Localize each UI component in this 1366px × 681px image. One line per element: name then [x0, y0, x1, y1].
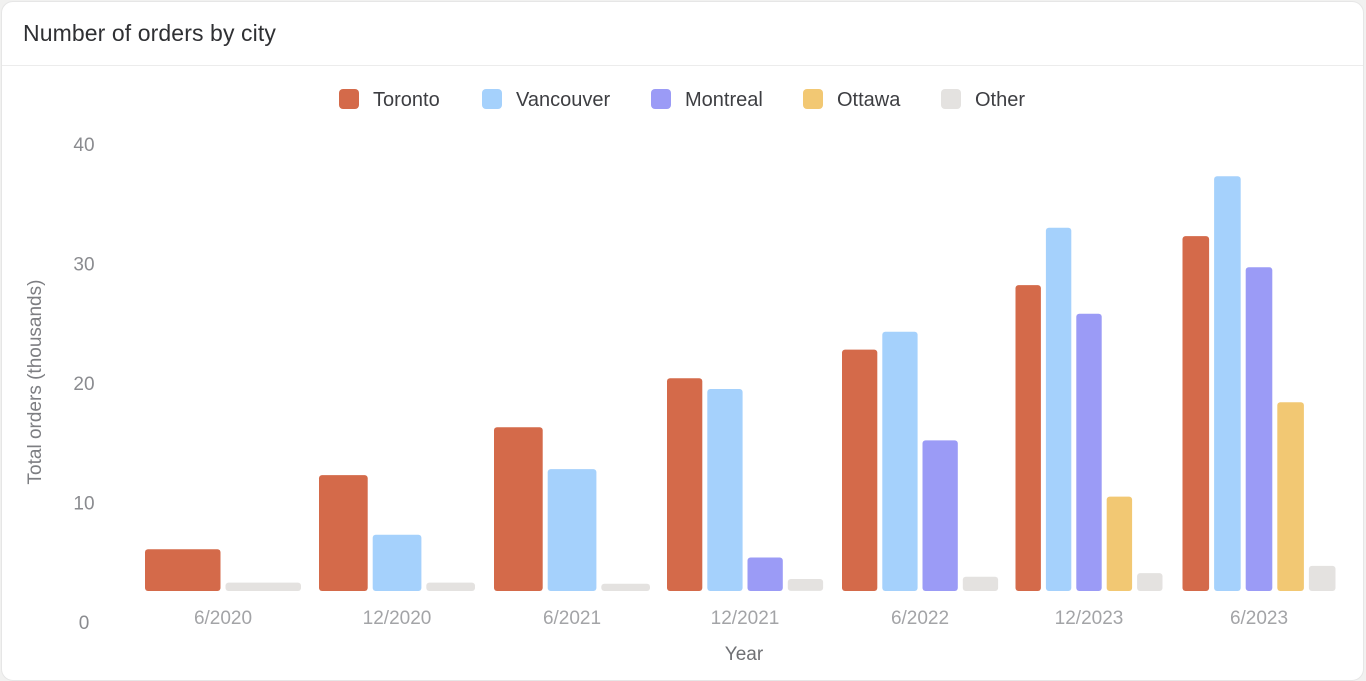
y-tick-label: 30 — [73, 255, 94, 276]
bar-montreal-12-2021[interactable] — [747, 557, 783, 592]
bar-vancouver-6-2022[interactable] — [882, 331, 918, 591]
bar-vancouver-12-2020[interactable] — [372, 534, 422, 591]
bar-vancouver-12-2023[interactable] — [1045, 227, 1072, 591]
x-tick-label: 12/2023 — [1055, 608, 1124, 629]
bar-toronto-12-2023[interactable] — [1015, 285, 1041, 591]
bar-other-6-2023[interactable] — [1308, 565, 1336, 591]
x-tick-label: 6/2023 — [1230, 608, 1288, 629]
legend-item-other[interactable]: Other — [941, 89, 1025, 111]
bar-other-6-2021[interactable] — [601, 583, 650, 591]
y-tick-label: 0 — [79, 613, 90, 634]
bar-other-12-2023[interactable] — [1137, 573, 1163, 591]
card-header: Number of orders by city — [2, 2, 1363, 66]
y-axis: 0 10 20 30 40 — [73, 135, 94, 634]
bar-group-12-2020 — [319, 475, 475, 591]
y-tick-label: 20 — [73, 374, 94, 395]
bar-vancouver-6-2021[interactable] — [547, 469, 597, 591]
x-tick-label: 6/2020 — [194, 608, 252, 629]
legend-swatch-toronto — [339, 89, 359, 109]
bar-group-6-2022 — [842, 331, 999, 591]
x-axis: 6/2020 12/2020 6/2021 12/2021 6/2022 12/2023 6… — [194, 608, 1288, 629]
legend-label-vancouver: Vancouver — [516, 89, 610, 111]
bar-toronto-6-2023[interactable] — [1182, 236, 1210, 591]
bar-montreal-6-2023[interactable] — [1245, 267, 1273, 591]
bar-ottawa-6-2023[interactable] — [1277, 402, 1304, 591]
bar-group-6-2020 — [145, 549, 301, 591]
legend-swatch-ottawa — [803, 89, 823, 109]
bar-toronto-6-2021[interactable] — [494, 427, 543, 591]
legend-swatch-montreal — [651, 89, 671, 109]
bars — [145, 176, 1336, 592]
chart-legend: Toronto Vancouver Montreal Ottawa Other — [339, 89, 1025, 111]
bar-toronto-12-2020[interactable] — [319, 475, 368, 591]
bar-group-12-2023 — [1015, 227, 1163, 591]
legend-item-vancouver[interactable]: Vancouver — [482, 89, 610, 111]
bar-montreal-6-2022[interactable] — [922, 440, 958, 591]
legend-swatch-vancouver — [482, 89, 502, 109]
legend-label-ottawa: Ottawa — [837, 89, 901, 111]
bar-montreal-12-2023[interactable] — [1076, 313, 1102, 591]
bar-group-6-2021 — [494, 427, 650, 591]
legend-item-toronto[interactable]: Toronto — [339, 89, 440, 111]
legend-label-other: Other — [975, 89, 1025, 111]
bar-vancouver-6-2023[interactable] — [1214, 176, 1241, 592]
legend-swatch-other — [941, 89, 961, 109]
bar-vancouver-12-2021[interactable] — [707, 389, 743, 591]
bar-toronto-6-2020[interactable] — [145, 549, 221, 591]
bar-other-6-2022[interactable] — [962, 576, 999, 591]
chart-title: Number of orders by city — [23, 20, 276, 46]
bar-other-6-2020[interactable] — [225, 582, 302, 591]
legend-item-ottawa[interactable]: Ottawa — [803, 89, 901, 111]
bar-group-12-2021 — [667, 378, 824, 592]
x-tick-label: 12/2020 — [363, 608, 432, 629]
x-tick-label: 6/2022 — [891, 608, 949, 629]
y-axis-title: Total orders (thousands) — [25, 280, 46, 485]
legend-label-toronto: Toronto — [373, 89, 440, 111]
x-axis-title: Year — [725, 644, 764, 665]
bar-toronto-6-2022[interactable] — [842, 349, 878, 591]
bar-other-12-2021[interactable] — [787, 579, 824, 591]
bar-group-6-2023 — [1182, 176, 1336, 592]
x-tick-label: 12/2021 — [711, 608, 780, 629]
legend-label-montreal: Montreal — [685, 89, 763, 111]
y-tick-label: 10 — [73, 494, 94, 515]
legend-item-montreal[interactable]: Montreal — [651, 89, 763, 111]
x-tick-label: 6/2021 — [543, 608, 601, 629]
bar-other-12-2020[interactable] — [426, 582, 475, 591]
y-tick-label: 40 — [73, 135, 94, 156]
bar-toronto-12-2021[interactable] — [667, 378, 703, 591]
bar-ottawa-12-2023[interactable] — [1106, 496, 1133, 591]
